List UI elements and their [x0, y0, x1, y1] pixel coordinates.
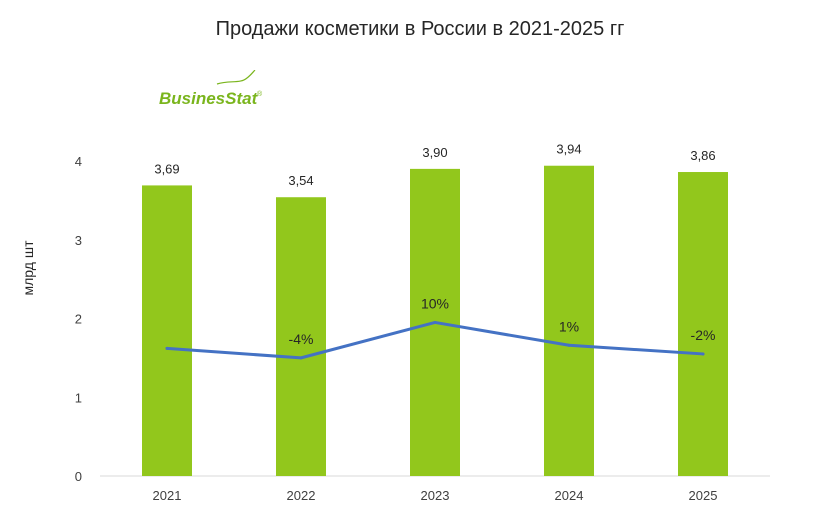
- bar-value-label: 3,94: [556, 142, 581, 157]
- y-tick-label: 1: [75, 390, 82, 405]
- logo-registered-mark: ®: [257, 90, 263, 98]
- growth-label: 1%: [559, 318, 579, 334]
- y-tick-label: 0: [75, 469, 82, 484]
- bar: [142, 185, 192, 476]
- bars-layer: [142, 165, 728, 476]
- x-tick-label: 2025: [689, 488, 718, 503]
- x-tick-label: 2023: [421, 488, 450, 503]
- logo-swoosh: [216, 70, 256, 85]
- bar-value-label: 3,86: [690, 148, 715, 163]
- x-tick-label: 2024: [555, 488, 584, 503]
- growth-point: [701, 352, 705, 356]
- growth-label: -4%: [289, 331, 314, 347]
- bar-value-label: 3,69: [154, 161, 179, 176]
- x-tick-label: 2022: [287, 488, 316, 503]
- bar-value-label: 3,90: [422, 145, 447, 160]
- axis-layer: 0 1 2 3 4 млрд шт 2021 2022 2023 2024 2025: [20, 154, 770, 503]
- y-axis-label: млрд шт: [20, 240, 36, 296]
- y-tick-label: 3: [75, 233, 82, 248]
- growth-point: [165, 346, 169, 350]
- growth-point: [299, 356, 303, 360]
- growth-point: [567, 343, 571, 347]
- logo-text: BusinesStat: [159, 89, 259, 108]
- chart-title: Продажи косметики в России в 2021-2025 г…: [215, 18, 625, 40]
- bar-value-label: 3,54: [288, 173, 313, 188]
- y-tick-label: 4: [75, 154, 82, 169]
- bar: [678, 172, 728, 476]
- growth-line-layer: [165, 320, 705, 360]
- bar: [544, 165, 594, 476]
- businesstat-logo: BusinesStat ®: [159, 70, 263, 108]
- growth-point: [433, 320, 437, 324]
- x-tick-label: 2021: [153, 488, 182, 503]
- labels-layer: 3,69 3,54 3,90 3,94 3,86 -4% 10% 1% -2%: [154, 142, 715, 347]
- bar: [276, 197, 326, 476]
- y-tick-label: 2: [75, 312, 82, 327]
- growth-label: -2%: [691, 327, 716, 343]
- growth-label: 10%: [421, 295, 449, 311]
